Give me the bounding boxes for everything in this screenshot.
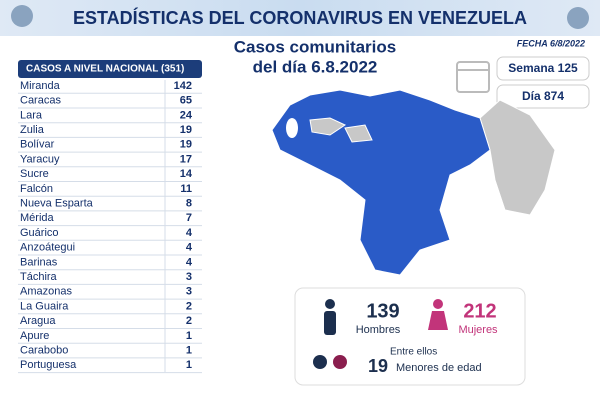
state-name: Guárico [20,227,59,239]
men-label: Hombres [356,324,401,336]
table-header-text: CASOS A NIVEL NACIONAL (351) [26,64,184,75]
state-cases: 1 [186,345,192,357]
state-cases: 1 [186,359,192,371]
state-cases: 11 [180,183,192,195]
state-name: Amazonas [20,286,72,298]
calendar-icon [456,61,490,93]
map-region-gray [344,124,373,143]
minors-intro: Entre ellos [390,347,437,358]
minor-icon [333,355,347,369]
day: Día 874 [522,89,564,103]
state-cases: 4 [186,256,193,268]
state-name: Sucre [20,168,49,180]
state-cases: 14 [180,168,193,180]
state-cases: 2 [186,315,192,327]
state-name: La Guaira [20,300,69,312]
week: Semana 125 [508,61,578,75]
map-venezuela [271,89,491,276]
state-name: Lara [20,109,43,121]
week-box [496,56,590,81]
state-cases: 7 [186,212,192,224]
date: FECHA 6/8/2022 [517,38,585,48]
state-name: Zulia [20,124,45,136]
women-label: Mujeres [458,324,498,336]
state-name: Carabobo [20,345,68,357]
state-cases: 17 [180,153,192,165]
minors-label: Menores de edad [396,362,482,374]
state-name: Apure [20,330,49,342]
state-cases: 24 [180,109,193,121]
map-region-gray [309,117,347,136]
state-name: Mérida [20,212,55,224]
women-count: 212 [463,300,496,322]
state-name: Portuguesa [20,359,77,371]
state-cases: 4 [186,242,193,254]
state-name: Caracas [20,95,61,107]
state-name: Anzoátegui [20,242,75,254]
day-box [496,84,590,109]
state-cases: 2 [186,300,192,312]
subtitle: Casos comunitarios [234,37,397,56]
virus-icon [11,5,33,27]
state-name: Miranda [20,80,61,92]
virus-icon [567,7,589,29]
state-cases: 1 [186,330,192,342]
minor-icon [313,355,327,369]
map-region-gray [479,99,556,216]
state-cases: 3 [186,286,192,298]
state-cases: 3 [186,271,192,283]
state-cases: 65 [180,95,192,107]
minors-count: 19 [368,356,388,376]
state-cases: 4 [186,227,193,239]
demographics-card [294,287,526,386]
state-name: Aragua [20,315,56,327]
table-header [18,60,202,78]
woman-icon [428,311,448,330]
man-icon [324,311,336,335]
subtitle: del día 6.8.2022 [253,57,378,76]
state-name: Bolívar [20,139,55,151]
men-count: 139 [366,300,399,322]
lake [286,118,298,138]
state-name: Yaracuy [20,153,60,165]
state-name: Barinas [20,256,58,268]
state-cases: 8 [186,198,192,210]
header-bar [0,0,600,36]
woman-icon [433,299,443,309]
title: ESTADÍSTICAS DEL CORONAVIRUS EN VENEZUEL… [73,7,527,28]
state-name: Nueva Esparta [20,198,94,210]
state-cases: 19 [180,124,192,136]
state-cases: 19 [180,139,192,151]
state-cases: 142 [174,80,192,92]
man-icon [325,299,335,309]
state-name: Falcón [20,183,53,195]
state-name: Táchira [20,271,58,283]
